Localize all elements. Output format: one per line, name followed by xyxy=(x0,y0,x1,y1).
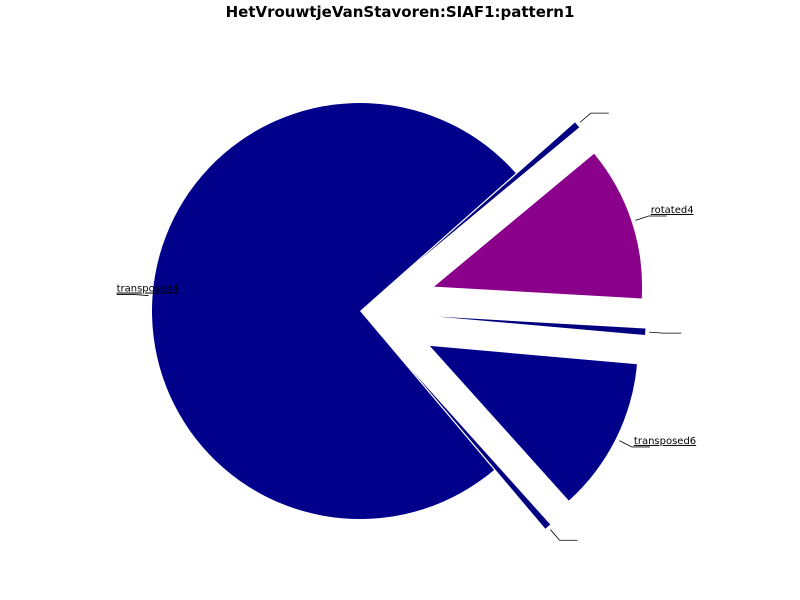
pie-slice-4 xyxy=(411,369,551,529)
pie-label-transposed6: transposed6 xyxy=(634,436,696,447)
pie-slice-0 xyxy=(419,122,580,261)
pie-slice-transposed6 xyxy=(429,345,637,501)
pie-leader-line xyxy=(550,529,578,541)
pie-leader-line xyxy=(649,331,682,334)
pie-slices xyxy=(151,102,646,529)
pie-label-rotated4: rotated4 xyxy=(651,205,694,216)
pie-leader-line xyxy=(579,112,609,123)
pie-labels: rotated4 transposed6 transposed4 xyxy=(116,112,696,541)
pie-slice-rotated4 xyxy=(434,153,643,299)
pie-leader-line xyxy=(635,215,667,221)
pie-leader-line xyxy=(116,294,149,296)
pie-leader-line xyxy=(619,440,650,448)
chart-title: HetVrouwtjeVanStavoren:SIAF1:pattern1 xyxy=(225,3,575,21)
pie-slice-2 xyxy=(437,316,646,336)
pie-slice-transposed4 xyxy=(151,102,516,519)
pie-label-transposed4: transposed4 xyxy=(117,284,179,295)
